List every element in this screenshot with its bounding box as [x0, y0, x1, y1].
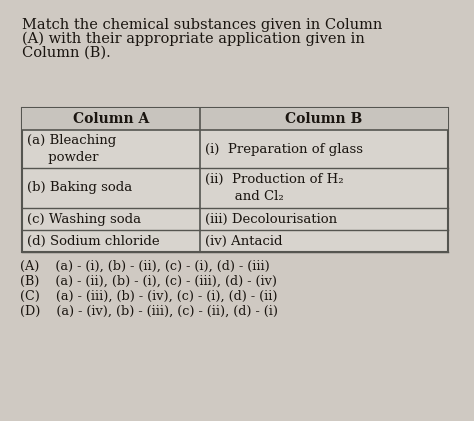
Text: (A)    (a) - (i), (b) - (ii), (c) - (i), (d) - (iii): (A) (a) - (i), (b) - (ii), (c) - (i), (d…	[20, 260, 270, 273]
Text: (A) with their appropriate application given in: (A) with their appropriate application g…	[22, 32, 365, 46]
Text: Column (B).: Column (B).	[22, 46, 111, 60]
Bar	[22, 108, 448, 252]
Text: (d) Sodium chloride: (d) Sodium chloride	[27, 234, 160, 248]
Text: (c) Washing soda: (c) Washing soda	[27, 213, 141, 226]
Text: (a) Bleaching
     powder: (a) Bleaching powder	[27, 134, 116, 164]
Text: (iv) Antacid: (iv) Antacid	[205, 234, 283, 248]
Text: Column B: Column B	[285, 112, 363, 126]
Text: Column A: Column A	[73, 112, 149, 126]
Text: Match the chemical substances given in Column: Match the chemical substances given in C…	[22, 18, 383, 32]
Bar	[22, 108, 448, 130]
Text: (B)    (a) - (ii), (b) - (i), (c) - (iii), (d) - (iv): (B) (a) - (ii), (b) - (i), (c) - (iii), …	[20, 275, 277, 288]
Text: (b) Baking soda: (b) Baking soda	[27, 181, 132, 195]
Text: (D)    (a) - (iv), (b) - (iii), (c) - (ii), (d) - (i): (D) (a) - (iv), (b) - (iii), (c) - (ii),…	[20, 305, 278, 318]
Text: (ii)  Production of H₂
       and Cl₂: (ii) Production of H₂ and Cl₂	[205, 173, 344, 203]
Text: (i)  Preparation of glass: (i) Preparation of glass	[205, 142, 363, 155]
Text: (iii) Decolourisation: (iii) Decolourisation	[205, 213, 337, 226]
Text: (C)    (a) - (iii), (b) - (iv), (c) - (i), (d) - (ii): (C) (a) - (iii), (b) - (iv), (c) - (i), …	[20, 290, 277, 303]
